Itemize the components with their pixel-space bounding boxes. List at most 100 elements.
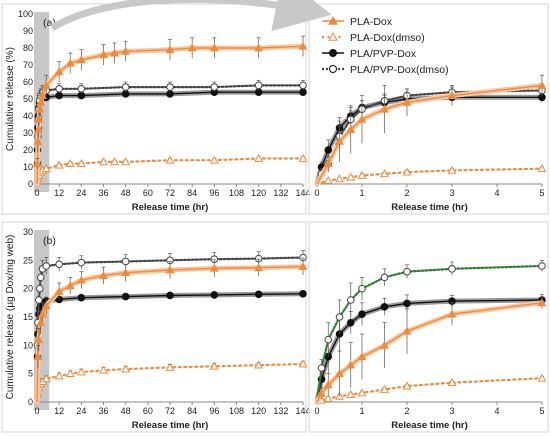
data-point-pla <box>254 43 264 52</box>
data-point-pla <box>357 352 367 361</box>
data-point-pla_dmso <box>165 155 175 164</box>
x-axis-title: Release time (hr) <box>132 420 209 431</box>
data-point-pla <box>38 90 47 99</box>
data-point-pla <box>447 309 457 318</box>
data-point-pvp_dmso <box>55 260 63 269</box>
data-point-pvp <box>166 291 174 300</box>
data-point-pla <box>346 360 356 369</box>
x-tick-label: 0 <box>314 406 319 416</box>
data-point-pvp_dmso <box>324 335 333 344</box>
trend-band <box>34 264 306 405</box>
y-tick-label: 25 <box>23 255 33 265</box>
legend: PLA-Dox PLA-Dox(dmso) PLA/PVP-Dox PLA/PVP-D… <box>322 15 449 76</box>
legend-label: PLA-Dox(dmso) <box>350 32 425 44</box>
data-point-pla_dmso <box>54 371 64 380</box>
data-point-pvp_dmso <box>55 85 63 93</box>
legend-item: PLA/PVP-Dox(dmso) <box>322 64 449 76</box>
data-point-pla <box>209 263 219 272</box>
data-point-pvp_dmso <box>403 267 411 276</box>
x-tick-label: 1 <box>359 188 364 198</box>
data-point-pla_dmso <box>41 374 51 383</box>
data-point-pla <box>121 268 131 277</box>
x-tick-label: 5 <box>539 406 544 416</box>
data-point-pla <box>402 97 412 106</box>
y-tick-label: 70 <box>23 60 33 70</box>
legend-marker <box>329 49 337 57</box>
legend-item: PLA-Dox(dmso) <box>322 31 425 44</box>
data-point-pla_dmso <box>447 378 457 387</box>
data-point-pvp_dmso <box>121 83 130 91</box>
data-point-pvp_dmso <box>254 81 263 90</box>
series-line <box>35 256 305 404</box>
x-axis-title: Release time (hr) <box>391 420 468 431</box>
data-point-pvp_dmso <box>538 262 546 270</box>
x-tick-label: 60 <box>143 406 153 416</box>
x-tick-label: 72 <box>165 188 175 198</box>
data-point-pla <box>36 97 46 106</box>
y-tick-label: 5 <box>28 369 33 379</box>
data-point-pla <box>298 41 308 50</box>
data-point-pvp <box>254 290 263 299</box>
data-point-pla <box>33 352 43 361</box>
x-tick-label: 72 <box>165 406 175 416</box>
x-tick-label: 120 <box>251 188 266 198</box>
x-tick-label: 12 <box>54 188 64 198</box>
data-point-pla <box>357 114 367 123</box>
x-tick-label: 36 <box>98 406 108 416</box>
data-point-pla <box>76 55 86 64</box>
data-point-pla_dmso <box>99 365 108 374</box>
x-tick-label: 0 <box>34 406 39 416</box>
data-point-pla_dmso <box>99 157 108 166</box>
series-pla <box>314 74 547 187</box>
panel-frame <box>308 3 549 215</box>
data-point-pla_dmso <box>121 364 131 373</box>
series-pla <box>33 35 308 187</box>
data-point-pla <box>209 43 219 52</box>
series-pvp <box>314 293 546 405</box>
data-point-pvp_dmso <box>42 262 51 270</box>
data-point-pla_dmso <box>165 362 175 371</box>
data-point-pla <box>254 263 264 272</box>
data-point-pla <box>34 335 44 344</box>
data-point-pla_dmso <box>323 175 333 184</box>
data-point-pvp_dmso <box>35 284 44 293</box>
series-pla_dmso <box>315 164 547 186</box>
panel-frame <box>1 221 307 433</box>
x-tick-label: 5 <box>539 188 544 198</box>
data-point-pla_dmso <box>402 167 412 176</box>
series-pla_dmso <box>315 373 547 404</box>
y-tick-label: 20 <box>23 145 33 155</box>
data-point-pla <box>298 261 308 270</box>
legend-label: PLA/PVP-Dox(dmso) <box>350 64 449 76</box>
x-tick-label: 24 <box>76 406 86 416</box>
data-point-pla_dmso <box>402 381 412 390</box>
data-point-pvp <box>324 146 333 154</box>
data-point-pla <box>65 281 75 290</box>
y-tick-label: 30 <box>23 128 33 138</box>
x-tick-label: 4 <box>494 188 499 198</box>
series-line <box>316 302 543 403</box>
data-point-pvp_dmso <box>335 313 344 321</box>
data-point-pvp <box>358 310 366 318</box>
panel-label: (b) <box>43 235 56 247</box>
data-point-pla <box>323 380 333 389</box>
data-point-pla <box>41 80 51 89</box>
data-point-pla_dmso <box>537 373 547 382</box>
x-tick-label: 2 <box>404 188 409 198</box>
data-point-pvp_dmso <box>299 81 307 90</box>
data-point-pla <box>33 136 43 145</box>
data-point-pla_dmso <box>447 165 457 174</box>
trend-band <box>34 89 306 187</box>
trend-band <box>34 291 306 405</box>
legend-marker <box>328 15 338 25</box>
data-point-pla <box>537 80 547 89</box>
series-line <box>36 293 304 403</box>
data-point-pvp_dmso <box>166 83 174 91</box>
chart-panel-2: 0 1 2 3 4 5 Release time (hr) <box>308 3 549 215</box>
x-tick-label: 108 <box>229 188 244 198</box>
data-point-pla_dmso <box>537 164 547 173</box>
data-point-pla <box>99 271 108 280</box>
data-point-pla <box>65 58 75 67</box>
chart-panel-4: 0 1 2 3 4 5 Release time (hr) <box>308 221 549 433</box>
